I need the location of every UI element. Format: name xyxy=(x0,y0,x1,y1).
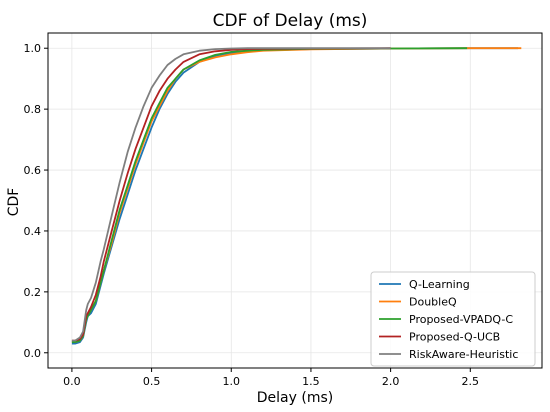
legend-box xyxy=(370,271,536,367)
legend-label-4: RiskAware-Heuristic xyxy=(409,348,518,361)
x-tick-label-0: 0.0 xyxy=(63,375,81,388)
legend-label-3: Proposed-Q-UCB xyxy=(409,331,500,344)
x-tick-label-2: 1.0 xyxy=(223,375,241,388)
y-tick-label-2: 0.4 xyxy=(24,225,42,238)
x-tick-label-5: 2.5 xyxy=(462,375,480,388)
series-line-proposed-q-ucb xyxy=(71,47,391,342)
series-line-riskaware-heuristic xyxy=(71,47,391,342)
y-tick-label-1: 0.2 xyxy=(24,286,42,299)
y-axis-ticks: 0.0 0.2 0.4 0.6 0.8 1.0 xyxy=(24,42,48,360)
legend: Q-Learning DoubleQ Proposed-VPADQ-C Propose… xyxy=(370,271,536,367)
legend-label-2: Proposed-VPADQ-C xyxy=(409,313,513,326)
y-tick-label-5: 1.0 xyxy=(24,42,42,55)
grid-lines xyxy=(48,33,542,368)
chart-title: CDF of Delay (ms) xyxy=(213,11,368,31)
y-tick-label-3: 0.6 xyxy=(24,164,42,177)
plot-frame xyxy=(47,32,543,369)
x-tick-label-3: 1.5 xyxy=(302,375,320,388)
x-axis-label: Delay (ms) xyxy=(257,390,333,406)
legend-label-0: Q-Learning xyxy=(409,278,470,291)
x-axis-ticks: 0.0 0.5 1.0 1.5 2.0 2.5 xyxy=(63,368,479,388)
legend-label-1: DoubleQ xyxy=(409,296,457,309)
x-tick-label-4: 2.0 xyxy=(382,375,400,388)
y-tick-label-0: 0.0 xyxy=(24,347,42,360)
y-axis-label: CDF xyxy=(6,188,22,217)
series-lines xyxy=(71,47,522,345)
x-tick-label-1: 0.5 xyxy=(143,375,161,388)
series-line-proposed-vpadq-c xyxy=(71,47,468,344)
y-tick-label-4: 0.8 xyxy=(24,103,42,116)
